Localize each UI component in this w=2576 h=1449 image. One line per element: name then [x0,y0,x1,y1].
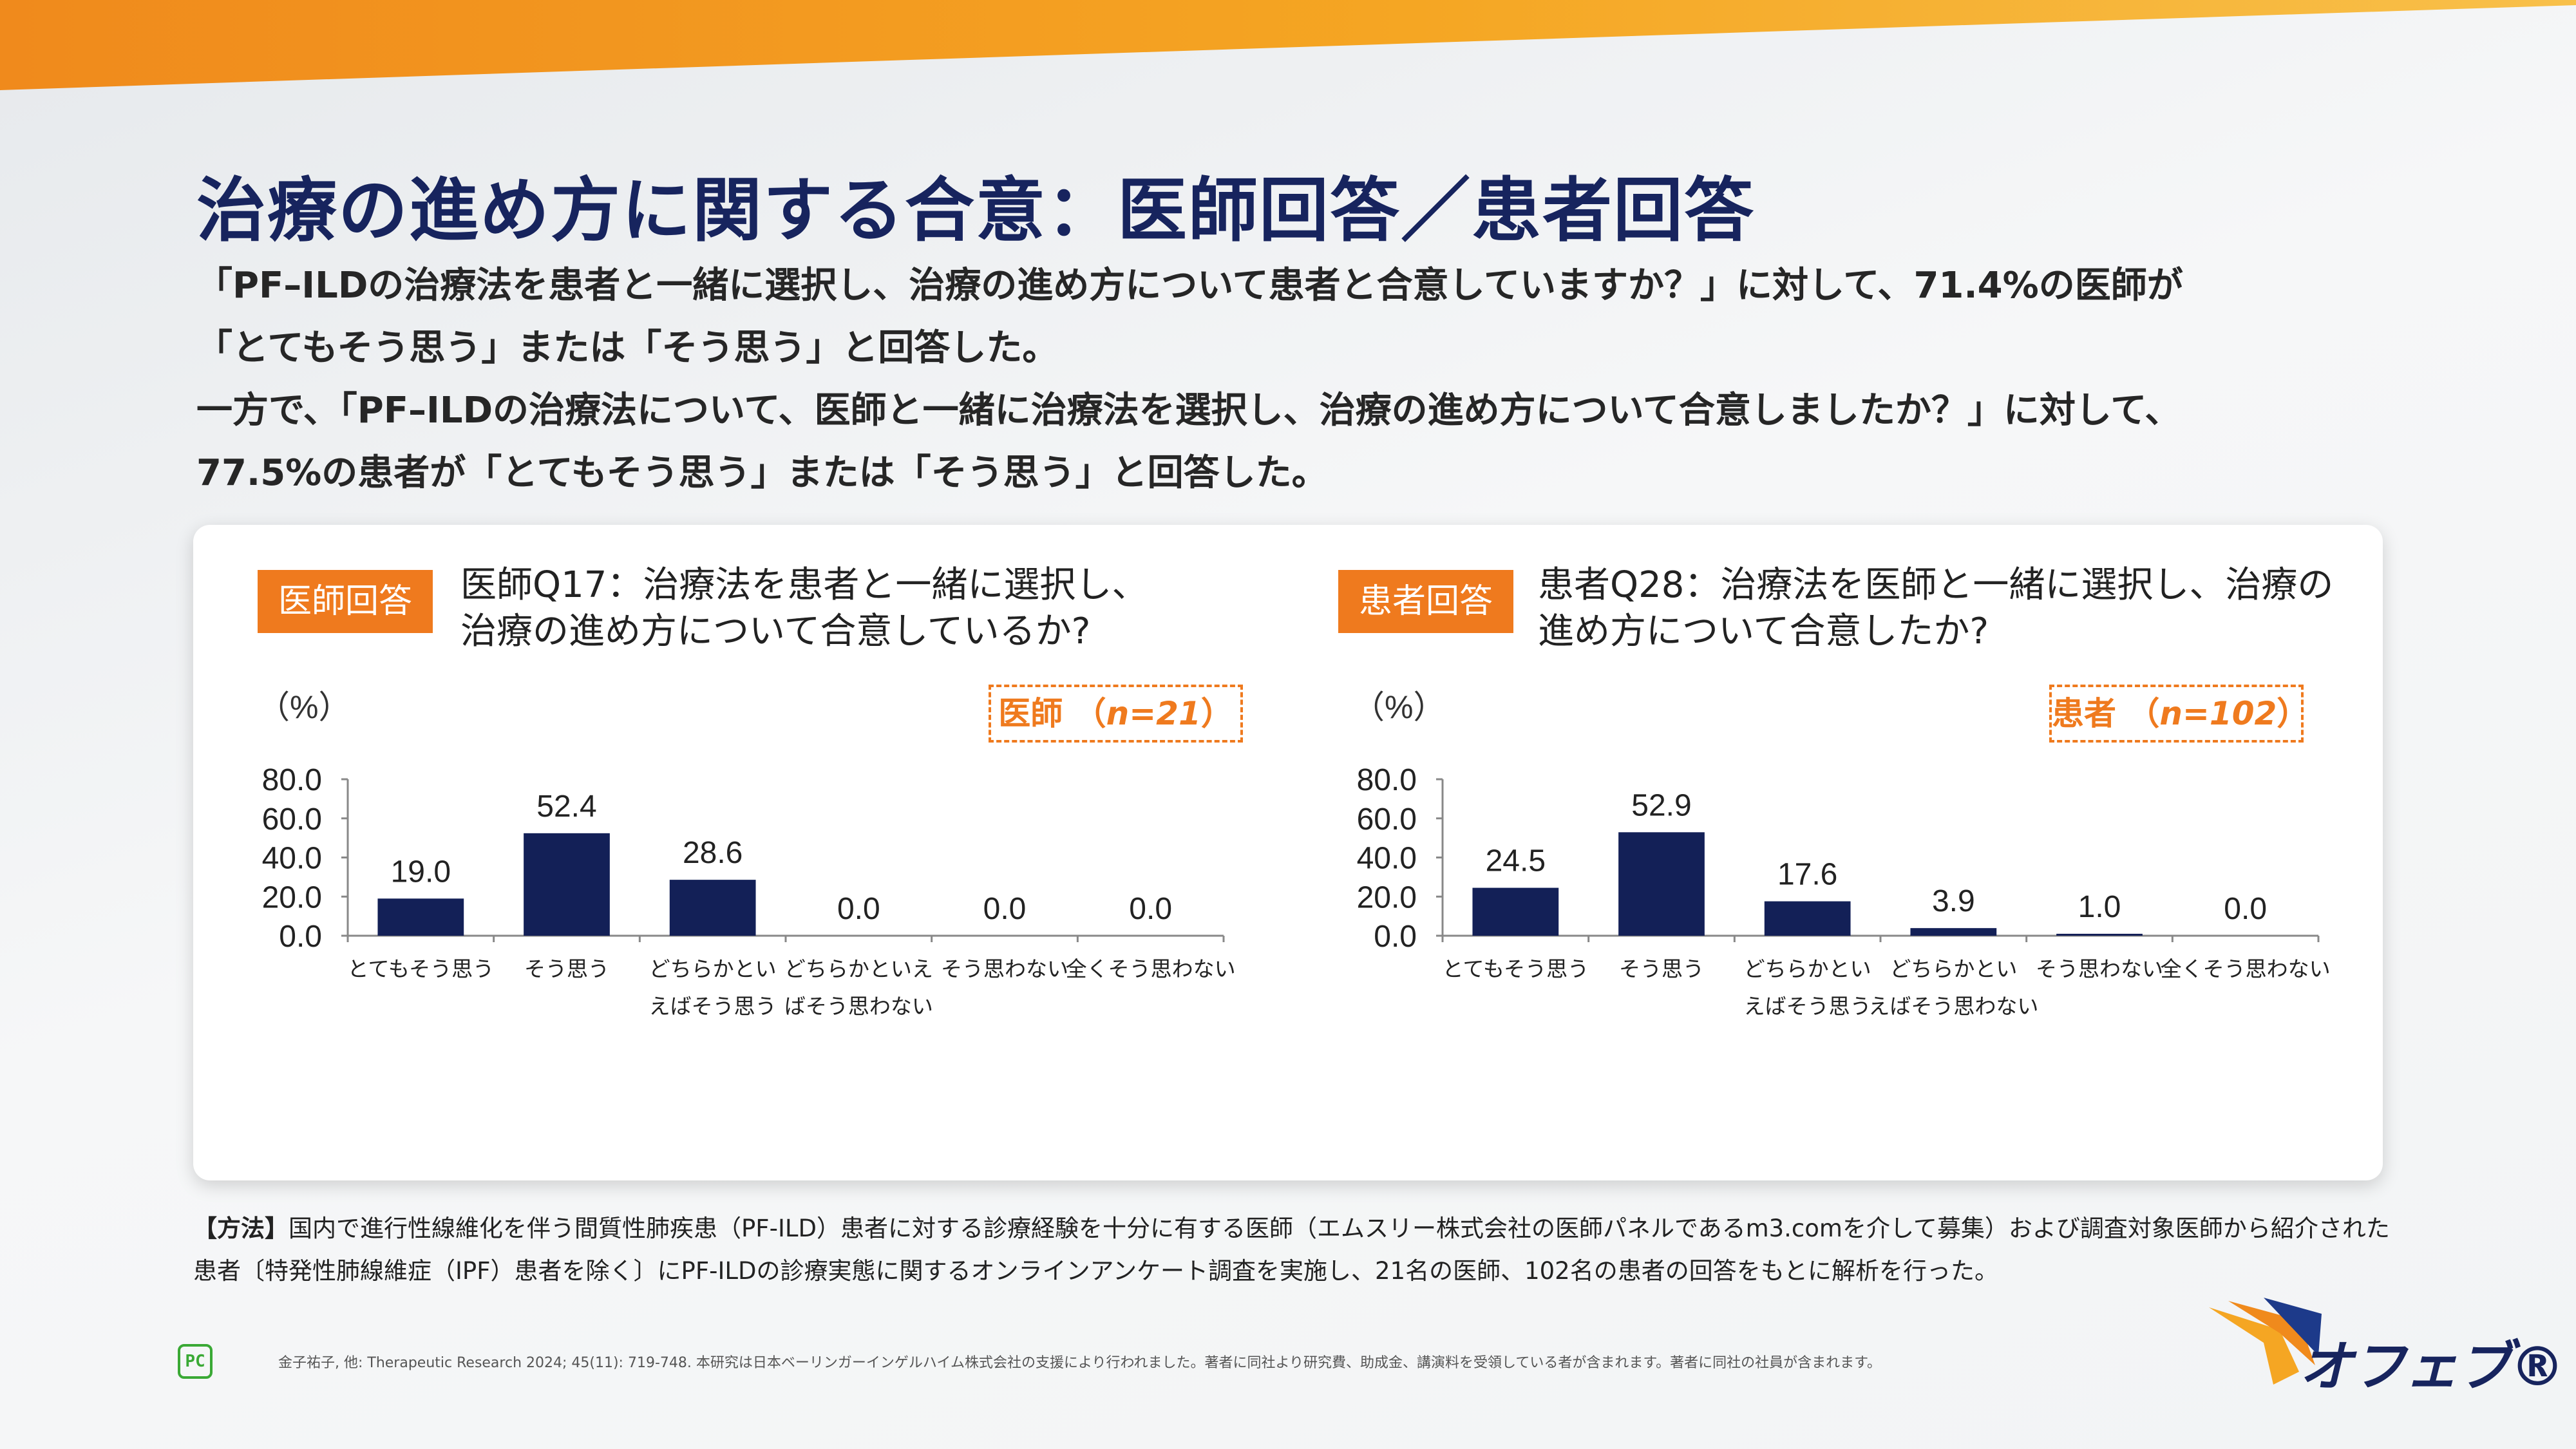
data-label: 0.0 [983,892,1027,926]
x-tick-label: そう思う [1619,957,1704,981]
patient-bar-chart: （%） 0.0 20.0 40.0 60.0 80.0 24.5 とてもそう思う 52.9 そう思… [1352,689,2331,1018]
y-tick-label: 0.0 [1374,920,1417,954]
method-line: 患者〔特発性肺線維症（IPF）患者を除く〕にPF-ILDの診療実態に関するオンラ… [193,1257,1998,1285]
patient-n-paren-open: （ [2127,695,2160,732]
charts-panel: 医師回答 医師Q17：治療法を患者と一緒に選択し、 治療の進め方について合意して… [193,525,2383,1180]
patient-tag: 患者回答 [1338,570,1514,633]
x-tick-label: とてもそう思う [347,957,494,981]
data-label: 52.9 [1631,788,1691,822]
patient-n-box: 患者 （n=102） [2049,685,2309,743]
method-line: 【方法】国内で進行性線維化を伴う間質性肺疾患（PF-ILD）患者に対する診療経験… [193,1208,2512,1250]
doctor-n-value: n=21 [1106,695,1201,732]
bar [669,880,756,936]
method-text: 国内で進行性線維化を伴う間質性肺疾患（PF-ILD）患者に対する診療経験を十分に… [289,1215,2390,1242]
citation: 金子祐子, 他: Therapeutic Research 2024; 45(1… [278,1355,1881,1371]
y-tick-label: 20.0 [1357,880,1417,914]
bar [1764,901,1851,936]
doctor-question-line: 治療の進め方について合意しているか? [460,611,1091,652]
x-tick-label: えばそう思う [649,994,777,1018]
x-tick-label: 全くそう思わない [2161,957,2331,981]
x-tick-label: ばそう思わない [784,994,933,1018]
y-tick-label: 60.0 [262,802,322,837]
data-label: 52.4 [536,790,596,824]
doctor-question-line: 医師Q17：治療法を患者と一緒に選択し、 [460,564,1148,606]
patient-n-label: 患者 [2052,695,2116,732]
y-tick-label: 80.0 [262,763,322,797]
doctor-question: 医師Q17：治療法を患者と一緒に選択し、 治療の進め方について合意しているか? [460,562,1148,655]
lead-line: 「とてもそう思う」または「そう思う」と回答した。 [196,327,1059,369]
lead-line: 一方で、「PF–ILDの治療法について、医師と一緒に治療法を選択し、治療の進め方… [196,390,2181,431]
lead-line: 「PF–ILDの治療法を患者と一緒に選択し、治療の進め方について患者と合意してい… [196,265,2183,307]
y-tick-label: 20.0 [262,880,322,914]
x-tick-label: どちらかとい [1744,957,1871,981]
x-tick-label: とてもそう思う [1442,957,1589,981]
lead-text: 「PF–ILDの治療法を患者と一緒に選択し、治療の進め方について患者と合意してい… [196,254,2386,504]
data-label: 17.6 [1777,858,1837,892]
bar [524,833,610,936]
patient-n-value: n=102 [2159,695,2277,732]
patient-question: 患者Q28：治療法を医師と一緒に選択し、治療の 進め方について合意したか? [1538,562,2333,655]
y-tick-label: 40.0 [262,842,322,876]
method-note: 【方法】国内で進行性線維化を伴う間質性肺疾患（PF-ILD）患者に対する診療経験… [193,1208,2512,1293]
bar [1618,832,1705,936]
y-axis-unit: （%） [258,689,350,725]
bar [1910,928,1997,936]
x-tick-label: そう思わない [2036,957,2163,981]
bar [2056,933,2143,936]
doctor-n-box: 医師 （n=21） [989,685,1243,743]
brand-name: オフェブ® [2299,1335,2564,1398]
doctor-bar-chart: （%） 0.0 20.0 40.0 60.0 80.0 19.0 とてもそう思う 52.4 そう思… [258,689,1236,1018]
brand-logo-mark [2209,1298,2322,1385]
data-label: 0.0 [837,892,880,926]
doctor-n-paren-close: ） [1200,695,1233,732]
x-tick-label: どちらかとい [1889,957,2017,981]
data-label: 28.6 [683,836,743,870]
page-title: 治療の進め方に関する合意：医師回答／患者回答 [196,171,1756,251]
x-tick-label: えばそう思う [1744,994,1871,1018]
pc-logo: PC [178,1344,213,1379]
data-label: 24.5 [1486,844,1546,878]
data-label: 0.0 [2224,892,2267,926]
x-tick-label: えばそう思わない [1868,994,2038,1018]
x-tick-label: そう思う [524,957,609,981]
y-tick-label: 80.0 [1357,763,1417,797]
x-tick-label: どちらかとい [649,957,777,981]
data-label: 19.0 [391,855,451,889]
x-tick-label: 全くそう思わない [1066,957,1236,981]
data-label: 0.0 [1129,892,1172,926]
header-orange-band [0,0,2576,90]
patient-n-paren-close: ） [2277,695,2309,732]
y-axis-unit: （%） [1352,689,1445,725]
patient-question-line: 患者Q28：治療法を医師と一緒に選択し、治療の [1538,564,2334,606]
x-tick-label: どちらかといえ [784,957,933,981]
data-label: 1.0 [2078,890,2121,924]
y-tick-label: 40.0 [1357,842,1417,876]
lead-line: 77.5%の患者が「とてもそう思う」または「そう思う」と回答した。 [196,452,1328,494]
bar [1472,887,1559,936]
doctor-n-paren-open: （ [1074,695,1106,732]
x-tick-label: そう思わない [941,957,1068,981]
y-tick-label: 0.0 [279,920,322,954]
doctor-n-label: 医師 [998,695,1063,732]
patient-question-line: 進め方について合意したか? [1538,611,1989,652]
data-label: 3.9 [1932,884,1975,918]
doctor-tag: 医師回答 [258,570,433,633]
y-tick-label: 60.0 [1357,802,1417,837]
bar [377,898,464,936]
method-label: 【方法】 [193,1215,289,1242]
